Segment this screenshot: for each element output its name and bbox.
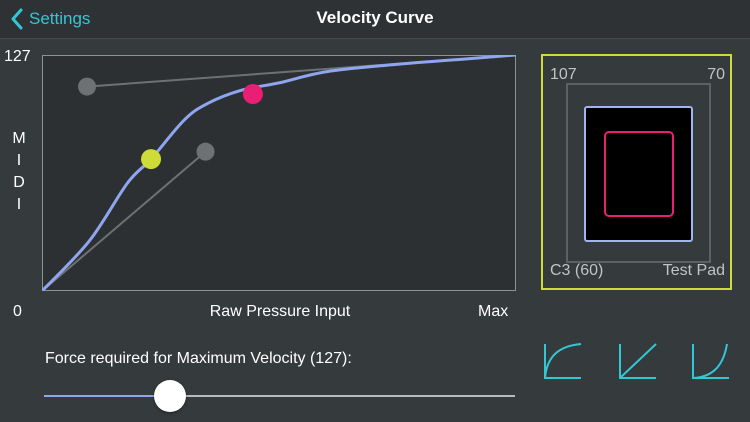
y-axis-max-label: 127 [4, 48, 31, 65]
log-curve-icon[interactable] [541, 340, 583, 382]
x-axis-max-label: Max [478, 303, 509, 320]
velocity-curve-chart[interactable] [42, 55, 516, 291]
x-axis-min-label: 0 [13, 303, 22, 320]
pad-note-label: C3 (60) [550, 262, 604, 279]
curve-handle-knob[interactable] [196, 142, 215, 161]
test-pad-indicator [604, 131, 674, 217]
test-pad-panel[interactable]: 107 70 C3 (60) Test Pad [541, 54, 732, 290]
curve-control-point[interactable] [242, 84, 263, 105]
pad-velocity-value: 107 [550, 66, 577, 83]
exp-curve-icon[interactable] [689, 340, 731, 382]
test-pad[interactable] [584, 106, 693, 242]
slider-thumb[interactable] [153, 380, 186, 412]
velocity-curve-line [42, 55, 516, 291]
x-axis-label: Raw Pressure Input [209, 303, 351, 320]
curve-handle-knob[interactable] [78, 77, 97, 96]
y-axis-label: MIDI [12, 130, 26, 213]
back-button[interactable]: Settings [10, 5, 90, 33]
back-button-label: Settings [29, 9, 91, 28]
nav-bar: Settings Velocity Curve [0, 0, 750, 39]
page-title: Velocity Curve [316, 8, 434, 27]
slider-track [44, 395, 515, 397]
force-label: Force required for Maximum Velocity (127… [45, 350, 352, 367]
curve-control-point[interactable] [141, 149, 162, 170]
pad-pressure-value: 70 [707, 66, 725, 83]
chart-frame [42, 55, 516, 291]
linear-curve-icon[interactable] [616, 340, 658, 382]
pad-name-label: Test Pad [662, 262, 725, 279]
force-slider[interactable] [44, 380, 515, 412]
slider-fill [44, 395, 170, 397]
pad-frame [566, 83, 711, 263]
chevron-left-icon [11, 8, 23, 30]
curve-handle-line [42, 150, 207, 291]
